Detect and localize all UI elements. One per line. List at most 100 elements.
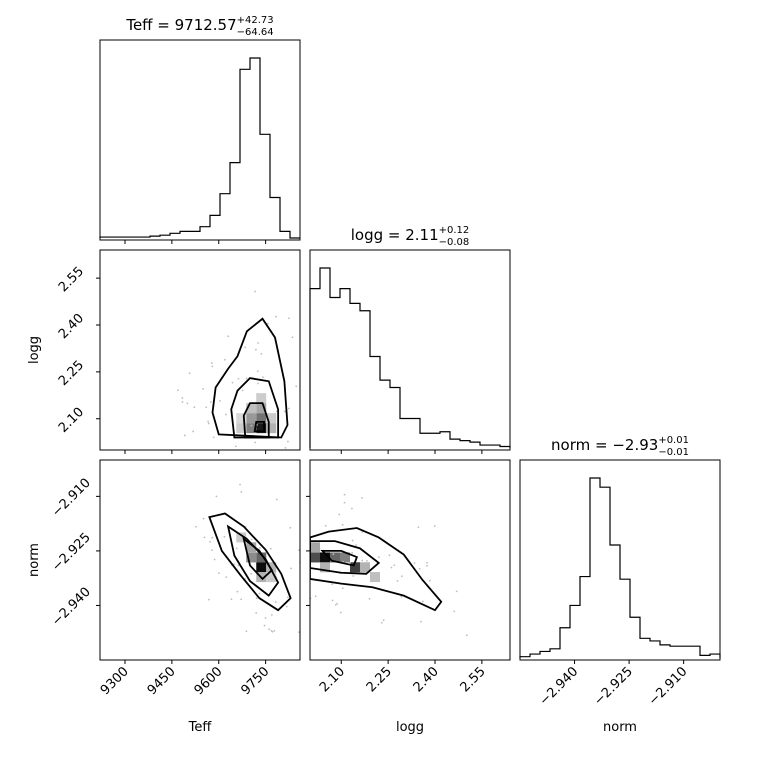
sample-point bbox=[261, 376, 264, 379]
sample-point bbox=[465, 634, 468, 637]
sample-point bbox=[288, 317, 290, 320]
sample-point bbox=[260, 352, 263, 355]
panel-frame bbox=[99, 39, 301, 241]
x-tick-label: 2.40 bbox=[411, 664, 442, 695]
y-tick-label: 2.40 bbox=[56, 311, 87, 342]
sample-point bbox=[186, 402, 189, 405]
sample-point bbox=[240, 490, 243, 493]
sample-point bbox=[223, 458, 225, 460]
sample-point bbox=[418, 567, 421, 570]
panel-frame bbox=[99, 459, 301, 661]
sample-point bbox=[241, 389, 244, 392]
title-prefix: norm = bbox=[551, 436, 612, 454]
sample-point bbox=[453, 610, 456, 613]
x-tick-label: −2.910 bbox=[646, 664, 691, 709]
sample-point bbox=[223, 358, 226, 361]
hist2d-cell bbox=[266, 572, 277, 583]
sample-point bbox=[341, 587, 344, 590]
sample-point bbox=[270, 613, 273, 616]
hist2d-cell bbox=[350, 562, 360, 573]
x-tick-label: 9300 bbox=[98, 664, 132, 698]
hist2d-cell bbox=[256, 552, 267, 563]
sample-point bbox=[455, 590, 458, 593]
sample-point bbox=[315, 408, 317, 410]
sample-point bbox=[215, 495, 218, 498]
sample-point bbox=[343, 501, 346, 504]
hist-panel-Teff: Teff = 9712.57+42.73 −64.64 bbox=[99, 15, 301, 244]
sample-point bbox=[274, 601, 277, 603]
sample-point bbox=[205, 406, 208, 409]
panel-frame bbox=[99, 249, 301, 451]
sample-point bbox=[351, 507, 353, 510]
sample-point bbox=[349, 561, 352, 564]
sample-point bbox=[420, 620, 422, 623]
sample-point bbox=[203, 536, 206, 539]
sample-point bbox=[300, 562, 302, 564]
sample-point bbox=[213, 558, 216, 561]
title-value: −2.93 bbox=[612, 436, 658, 454]
sample-point bbox=[271, 630, 274, 633]
y-tick-label: 2.25 bbox=[56, 358, 87, 389]
contour-line bbox=[230, 377, 280, 439]
sample-point bbox=[264, 617, 267, 619]
hist2d-cell bbox=[310, 552, 320, 563]
sample-point bbox=[255, 612, 258, 614]
sample-point bbox=[225, 413, 227, 416]
sample-point bbox=[207, 422, 210, 425]
hist2d-cell bbox=[246, 413, 257, 424]
contour-line bbox=[242, 402, 270, 439]
hist2d-cell bbox=[330, 552, 340, 563]
sample-point bbox=[378, 556, 380, 559]
hist2d-cell bbox=[236, 532, 247, 543]
sample-point bbox=[263, 624, 266, 627]
contour-line bbox=[242, 536, 274, 581]
y-tick-label: 2.10 bbox=[56, 405, 87, 436]
sample-point bbox=[202, 517, 205, 520]
sample-point bbox=[312, 583, 314, 585]
contour-line bbox=[320, 550, 359, 567]
sample-point bbox=[211, 549, 213, 552]
sample-point bbox=[181, 397, 184, 399]
hist2d-cell bbox=[256, 393, 267, 404]
sample-point bbox=[258, 578, 260, 581]
sample-point bbox=[413, 562, 416, 564]
sample-point bbox=[257, 342, 260, 344]
sample-point bbox=[393, 564, 396, 567]
hist2d-cell bbox=[266, 423, 277, 434]
sample-point bbox=[332, 553, 335, 556]
hist2d-cell bbox=[246, 552, 257, 563]
sample-point bbox=[227, 335, 230, 338]
sample-point bbox=[181, 401, 184, 403]
hist2d-cell bbox=[256, 403, 267, 414]
sample-point bbox=[426, 564, 428, 567]
sample-point bbox=[331, 599, 334, 602]
scatter-panel-norm-vs-Teff bbox=[96, 459, 314, 664]
sample-point bbox=[250, 424, 253, 427]
x-tick-label: 9750 bbox=[238, 664, 272, 698]
sample-point bbox=[341, 523, 344, 526]
sample-point bbox=[291, 336, 294, 339]
sample-point bbox=[189, 468, 191, 470]
hist2d-cell bbox=[246, 542, 257, 553]
sample-point bbox=[177, 389, 179, 392]
hist2d-cell bbox=[310, 542, 320, 553]
sample-point bbox=[428, 579, 431, 582]
sample-point bbox=[307, 520, 309, 522]
histogram-step bbox=[519, 477, 721, 658]
sample-point bbox=[308, 349, 310, 351]
sample-point bbox=[193, 406, 196, 409]
title-minus: −64.64 bbox=[237, 27, 274, 38]
contour-line bbox=[211, 317, 289, 439]
sample-point bbox=[336, 602, 339, 605]
panel-title: Teff = 9712.57+42.73 −64.64 bbox=[125, 15, 273, 38]
sample-point bbox=[211, 536, 214, 539]
sample-point bbox=[256, 370, 259, 373]
x-tick-label: 9450 bbox=[145, 664, 179, 698]
sample-point bbox=[426, 561, 428, 564]
title-minus: −0.01 bbox=[658, 447, 689, 458]
sample-point bbox=[295, 523, 297, 525]
sample-point bbox=[251, 469, 253, 471]
sample-point bbox=[234, 445, 237, 448]
sample-point bbox=[289, 526, 292, 529]
